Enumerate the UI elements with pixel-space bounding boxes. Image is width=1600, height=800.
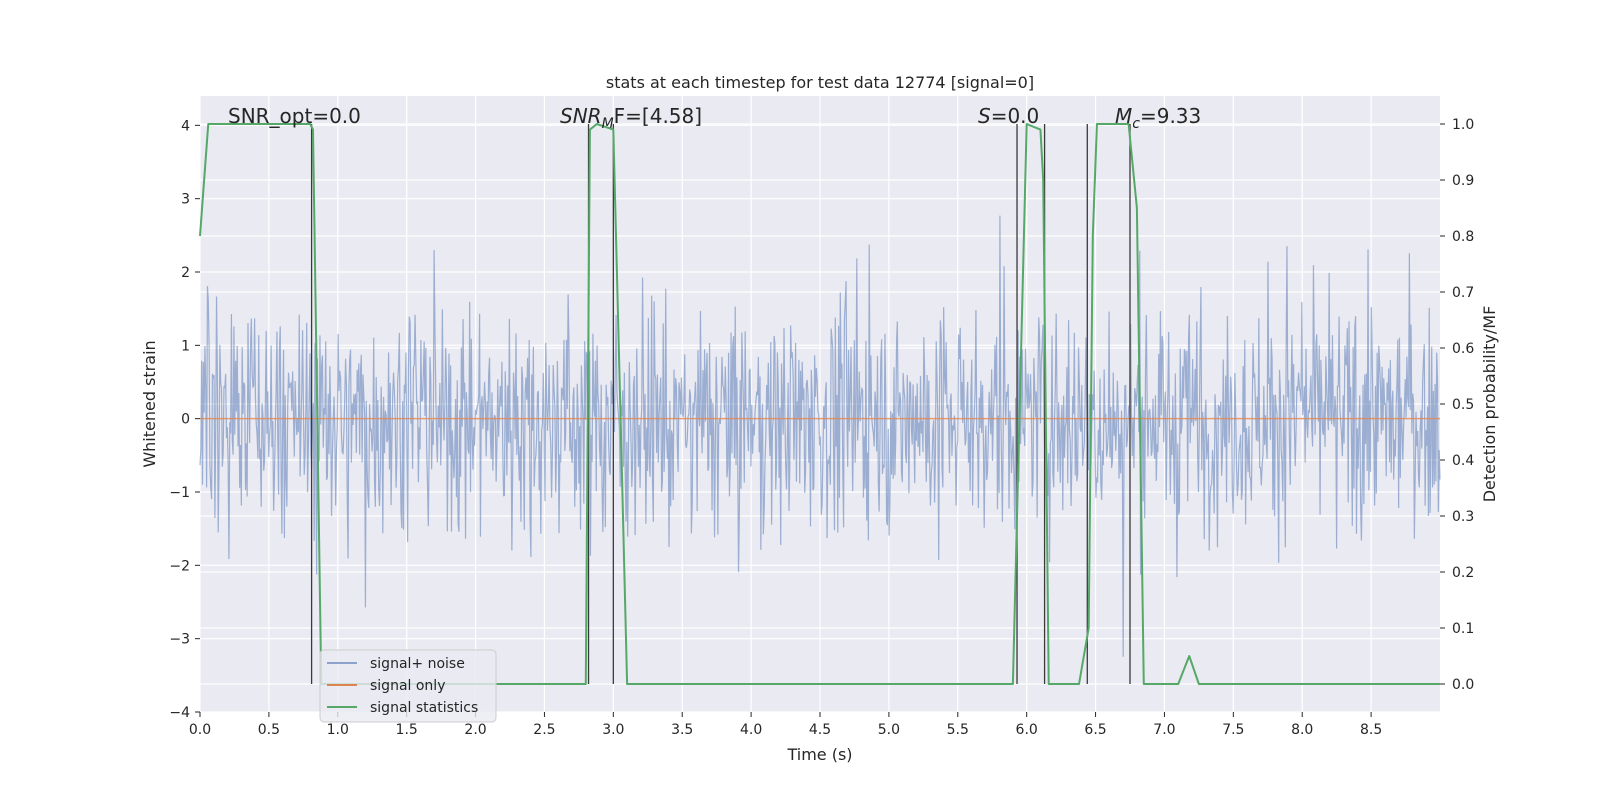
y2-tick-label-0: 1.0 — [1452, 117, 1474, 133]
legend: signal+ noise signal only signal statist… — [319, 649, 497, 723]
y-tick-label-4: 0 — [181, 412, 190, 428]
x-tick-label-13: 6.5 — [1084, 722, 1106, 738]
x-tick-label-16: 8.0 — [1291, 722, 1313, 738]
y-axis-left: 4 3 2 1 0 −1 −2 −3 −4 — [169, 118, 200, 721]
y-tick-label-5: −1 — [169, 485, 190, 501]
legend-box — [319, 649, 497, 723]
y2-tick-label-9: 0.1 — [1452, 621, 1474, 637]
signal-noise-series — [199, 215, 1441, 657]
y2-tick-label-5: 0.5 — [1452, 397, 1474, 413]
chart-title: stats at each timestep for test data 127… — [606, 73, 1034, 92]
y2-tick-label-6: 0.4 — [1452, 453, 1474, 469]
annotation-mc-main: M — [1115, 104, 1132, 128]
annotation-snr-mf-sub: M — [602, 116, 614, 132]
series-line-noise — [199, 215, 1441, 657]
x-tick-label-15: 7.5 — [1222, 722, 1244, 738]
annotation-snr-mf-rest: F=[4.58] — [614, 104, 702, 128]
x-tick-label-12: 6.0 — [1016, 722, 1038, 738]
y-tick-label-8: −4 — [169, 705, 190, 721]
x-tick-label-6: 3.0 — [602, 722, 624, 738]
y-tick-label-7: −3 — [169, 632, 190, 648]
legend-label-signal: signal only — [370, 678, 445, 694]
annotation-mc-sub: c — [1132, 116, 1140, 132]
x-tick-label-7: 3.5 — [671, 722, 693, 738]
x-axis: 0.0 0.5 1.0 1.5 2.0 2.5 3.0 3.5 4.0 4.5 5.0 5.5 6.0 6… — [189, 712, 1382, 738]
y-tick-label-2: 2 — [181, 265, 190, 281]
x-tick-label-3: 1.5 — [396, 722, 418, 738]
annotation-mc: Mc=9.33 — [1115, 104, 1201, 132]
x-tick-label-17: 8.5 — [1360, 722, 1382, 738]
x-tick-label-2: 1.0 — [327, 722, 349, 738]
y-tick-label-3: 1 — [181, 338, 190, 354]
y-axis-label: Whitened strain — [140, 340, 159, 467]
y2-tick-label-1: 0.9 — [1452, 173, 1474, 189]
y2-tick-label-8: 0.2 — [1452, 565, 1474, 581]
y-tick-label-0: 4 — [181, 118, 190, 134]
annotation-snr-opt: SNR_opt=0.0 — [228, 104, 361, 128]
x-tick-label-0: 0.0 — [189, 722, 211, 738]
y2-tick-label-3: 0.7 — [1452, 285, 1474, 301]
x-tick-label-5: 2.5 — [533, 722, 555, 738]
y-tick-label-1: 3 — [181, 192, 190, 208]
legend-label-stats: signal statistics — [370, 700, 478, 716]
x-tick-label-8: 4.0 — [740, 722, 762, 738]
x-tick-label-1: 0.5 — [258, 722, 280, 738]
x-tick-label-10: 5.0 — [878, 722, 900, 738]
x-tick-label-4: 2.0 — [464, 722, 486, 738]
y2-tick-label-7: 0.3 — [1452, 509, 1474, 525]
y2-tick-label-2: 0.8 — [1452, 229, 1474, 245]
annotation-s-main: S — [978, 104, 991, 128]
annotation-s-rest: =0.0 — [991, 104, 1040, 128]
y-axis-right-label: Detection probability/MF — [1480, 306, 1499, 503]
annotation-snr-mf: SNRMF=[4.58] — [560, 104, 702, 132]
y-axis-right: 1.0 0.9 0.8 0.7 0.6 0.5 0.4 0.3 0.2 0.1 0.0 — [1440, 117, 1474, 693]
x-tick-label-14: 7.0 — [1153, 722, 1175, 738]
annotation-mc-rest: =9.33 — [1140, 104, 1201, 128]
legend-label-noise: signal+ noise — [370, 656, 465, 672]
x-tick-label-11: 5.5 — [947, 722, 969, 738]
signal-statistics-series — [199, 123, 1440, 685]
x-axis-label: Time (s) — [786, 745, 852, 764]
y-tick-label-6: −2 — [169, 558, 190, 574]
y2-tick-label-4: 0.6 — [1452, 341, 1474, 357]
y2-tick-label-10: 0.0 — [1452, 677, 1474, 693]
annotation-snr-mf-main: SNR — [560, 104, 602, 128]
x-tick-label-9: 4.5 — [809, 722, 831, 738]
series-line-stats — [199, 123, 1440, 685]
annotation-s: S=0.0 — [978, 104, 1039, 128]
